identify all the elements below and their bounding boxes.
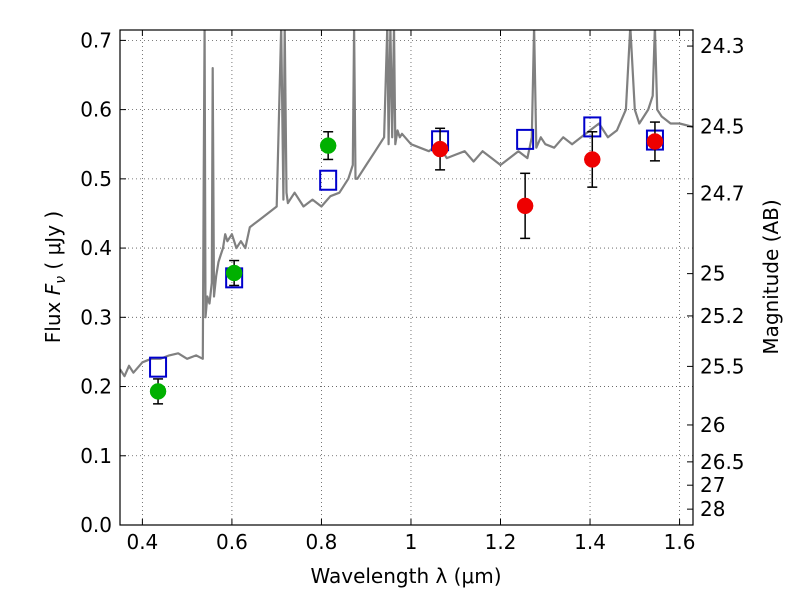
y-tick-label: 0.6: [80, 98, 112, 122]
x-tick-label: 0.8: [306, 530, 338, 554]
y2-tick-label: 25: [700, 262, 725, 286]
green-obs-point: [225, 264, 243, 282]
x-tick-label: 0.4: [126, 530, 158, 554]
y-tick-label: 0.1: [80, 444, 112, 468]
y2-tick-label: 24.3: [700, 34, 745, 58]
y-axis-label-post: ( μJy ): [41, 211, 65, 276]
plot-frame: [119, 29, 694, 526]
y2-tick-label: 26.5: [700, 450, 745, 474]
y-axis-label-symbol: F: [41, 283, 65, 295]
red-obs-point: [516, 197, 534, 215]
x-tick-label: 1.6: [664, 530, 696, 554]
y2-tick-label: 28: [700, 497, 725, 521]
y-tick-label: 0.5: [80, 167, 112, 191]
y-tick-label: 0.4: [80, 236, 112, 260]
red-obs-point: [431, 140, 449, 158]
y-axis-label-subscript: ν: [53, 276, 69, 284]
green-obs-point: [319, 137, 337, 154]
model-square-point: [319, 169, 338, 191]
x-tick-label: 1.2: [485, 530, 517, 554]
x-tick-label: 0.6: [216, 530, 248, 554]
red-obs-point: [584, 151, 601, 168]
y-tick-label: 0.7: [80, 28, 112, 52]
y2-tick-label: 27: [700, 473, 725, 497]
red-obs-point: [646, 133, 664, 150]
model-square-point: [516, 128, 535, 150]
data-layer: [120, 30, 693, 378]
y2-tick-label: 25.2: [700, 304, 745, 328]
x-axis-label: Wavelength λ (μm): [310, 564, 501, 588]
y2-axis-label: Magnitude (AB): [759, 199, 783, 354]
y2-tick-label: 24.7: [700, 182, 745, 206]
y-tick-label: 0.3: [80, 305, 112, 329]
y-axis-label: Flux Fν ( μJy ): [41, 211, 69, 343]
marker-layer: [149, 116, 664, 405]
y-tick-label: 0.0: [80, 513, 112, 537]
y2-tick-label: 25.5: [700, 354, 745, 378]
y2-tick-label: 24.5: [700, 115, 745, 139]
x-tick-label: 1.4: [574, 530, 606, 554]
spectrum-line: [120, 30, 693, 378]
grid: [120, 30, 693, 526]
y2-tick-label: 26: [700, 413, 725, 437]
tick-layer: 0.4 0.6 0.8 1 1.2 1.4 1.6 0.0 0.1 0.2 0.3 0.4 0.5 0.6…: [80, 28, 744, 554]
y-tick-label: 0.2: [80, 375, 112, 399]
model-square-point: [149, 356, 168, 378]
x-tick-label: 1: [405, 530, 418, 554]
y-axis-label-pre: Flux: [41, 295, 65, 343]
green-obs-point: [149, 383, 167, 400]
